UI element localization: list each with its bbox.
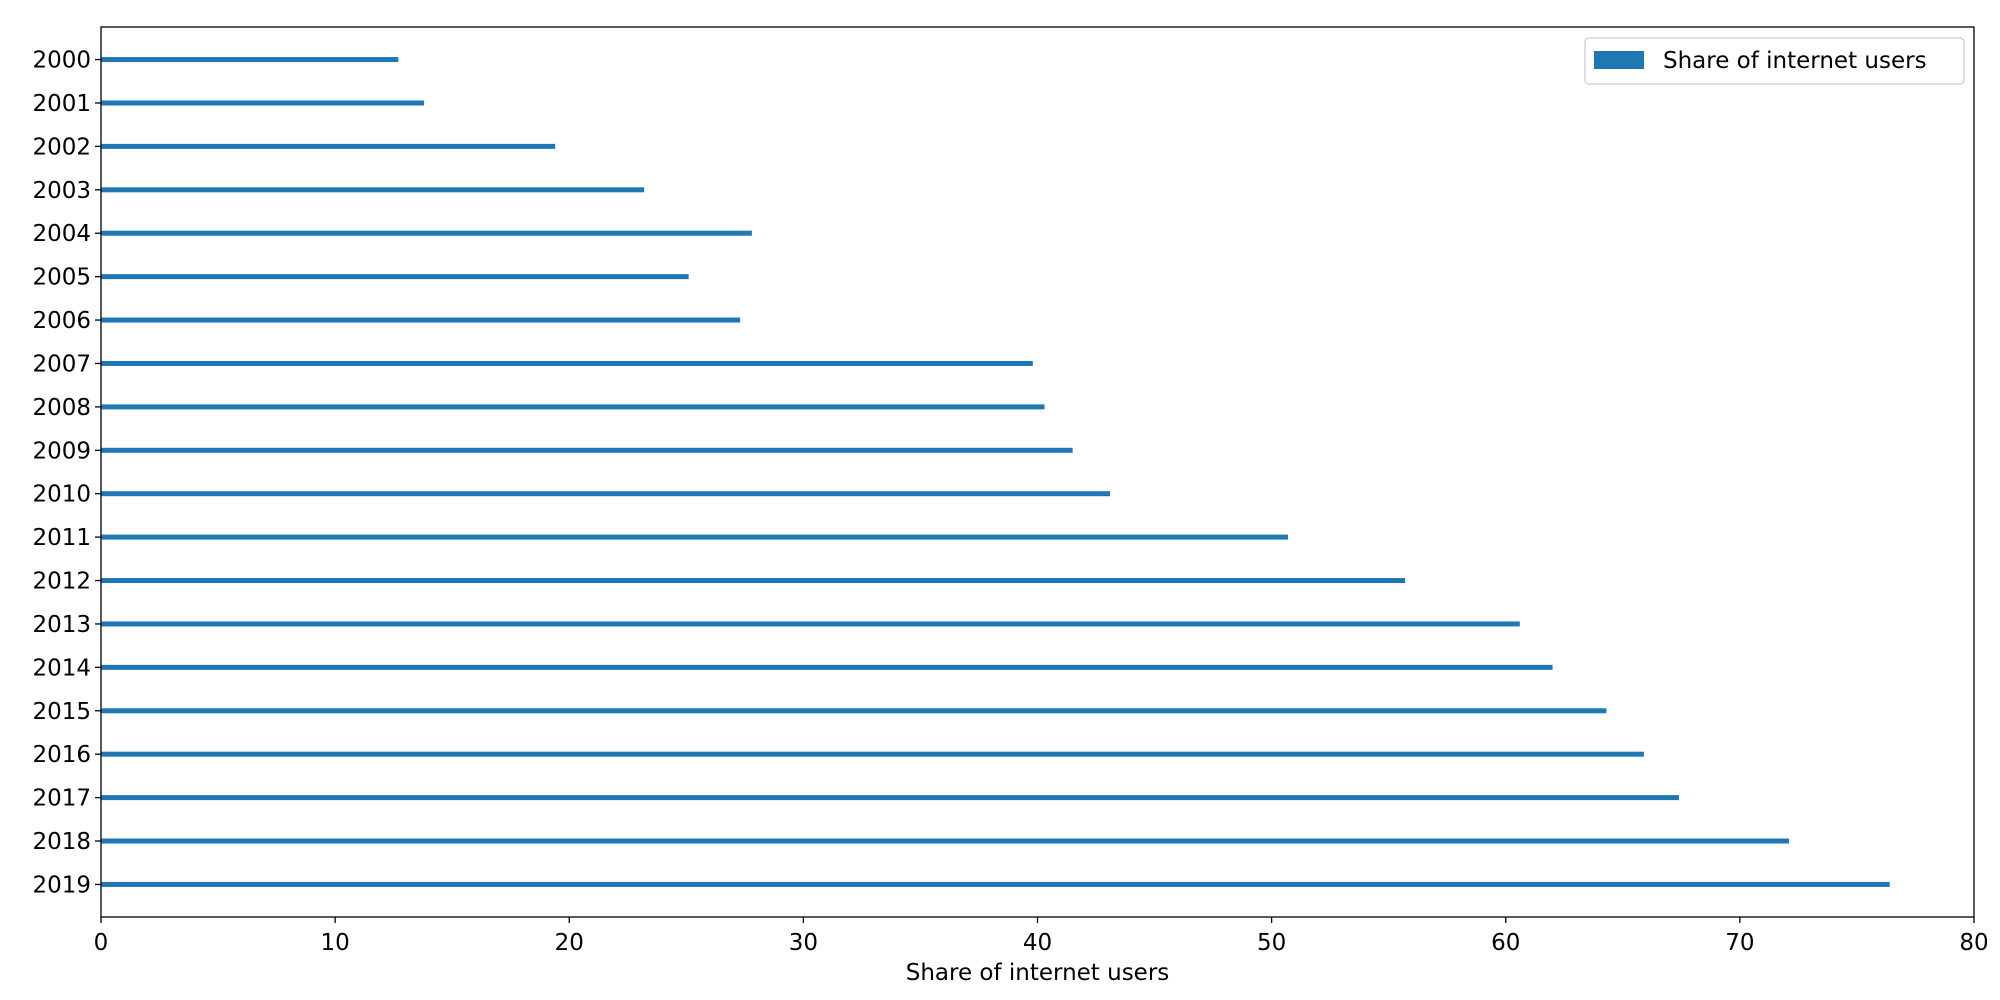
y-tick-label-2016: 2016 — [32, 742, 91, 768]
y-tick-label-2012: 2012 — [32, 569, 91, 595]
y-tick-label-2011: 2011 — [32, 525, 91, 551]
bar-2015 — [101, 708, 1607, 714]
legend-label: Share of internet users — [1663, 48, 1927, 74]
x-tick-label-60: 60 — [1491, 930, 1520, 956]
y-tick-label-2010: 2010 — [32, 482, 91, 508]
bar-2010 — [101, 491, 1111, 497]
x-tick-label-10: 10 — [320, 930, 349, 956]
y-tick-label-2004: 2004 — [32, 221, 91, 247]
bar-2003 — [101, 187, 645, 193]
bar-2012 — [101, 578, 1406, 584]
bar-2004 — [101, 230, 752, 236]
y-tick-label-2009: 2009 — [32, 438, 91, 464]
y-tick-label-2013: 2013 — [32, 612, 91, 638]
y-tick-label-2007: 2007 — [32, 351, 91, 377]
bar-2006 — [101, 317, 741, 323]
bar-2000 — [101, 57, 399, 63]
y-tick-label-2008: 2008 — [32, 395, 91, 421]
bar-2007 — [101, 360, 1033, 366]
x-tick-label-30: 30 — [789, 930, 818, 956]
axes-layer — [100, 26, 1975, 918]
y-tick-label-2000: 2000 — [32, 48, 91, 74]
x-tick-label-80: 80 — [1959, 930, 1988, 956]
bar-2011 — [101, 534, 1289, 540]
y-tick-label-2001: 2001 — [32, 91, 91, 117]
y-tick-label-2005: 2005 — [32, 265, 91, 291]
bar-2019 — [101, 881, 1890, 887]
bar-2014 — [101, 664, 1553, 670]
y-tick-label-2006: 2006 — [32, 308, 91, 334]
x-tick-label-40: 40 — [1023, 930, 1052, 956]
bar-2017 — [101, 795, 1680, 801]
x-tick-label-50: 50 — [1257, 930, 1286, 956]
y-tick-label-2015: 2015 — [32, 699, 91, 725]
legend: Share of internet users — [1584, 37, 1965, 85]
y-tick-label-2018: 2018 — [32, 829, 91, 855]
bar-2018 — [101, 838, 1790, 844]
y-tick-label-2014: 2014 — [32, 655, 91, 681]
legend-box — [1584, 37, 1965, 85]
bar-2008 — [101, 404, 1045, 410]
y-tick-label-2017: 2017 — [32, 786, 91, 812]
y-tick-label-2002: 2002 — [32, 134, 91, 160]
x-tick-label-0: 0 — [94, 930, 109, 956]
x-tick-label-20: 20 — [555, 930, 584, 956]
bar-2009 — [101, 447, 1073, 453]
y-tick-label-2003: 2003 — [32, 178, 91, 204]
bar-2005 — [101, 274, 689, 280]
plot-frame — [100, 26, 1975, 918]
bar-2013 — [101, 621, 1520, 627]
bar-2016 — [101, 751, 1644, 757]
bar-2002 — [101, 143, 556, 149]
ticks-layer: 2000 2001 2002 2003 2004 2005 2006 2007 2008 2009… — [32, 48, 1988, 956]
x-axis-title: Share of internet users — [906, 960, 1170, 986]
bar-2001 — [101, 100, 425, 106]
bars-layer — [101, 57, 1890, 887]
y-tick-label-2019: 2019 — [32, 872, 91, 898]
legend-swatch — [1594, 51, 1644, 69]
x-tick-label-70: 70 — [1725, 930, 1754, 956]
